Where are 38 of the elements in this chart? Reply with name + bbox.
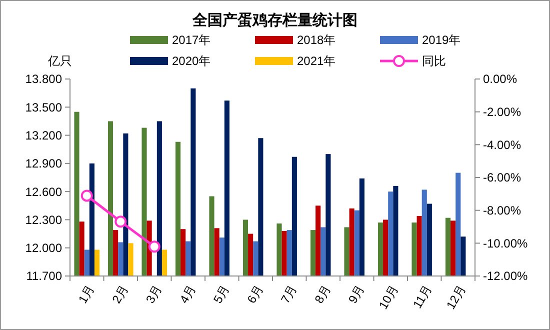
y-tick-label: 12.000 [25, 241, 62, 256]
x-tick-label: 6月 [244, 282, 266, 306]
x-tick-label: 4月 [176, 282, 198, 306]
legend-label: 2021年 [297, 54, 336, 68]
legend-label: 2018年 [297, 33, 336, 48]
y-tick-label: 13.200 [25, 128, 62, 142]
point [148, 240, 160, 253]
x-tick-label: 12月 [444, 282, 468, 312]
x-tick-label: 7月 [278, 282, 300, 306]
y2-tick-label: -6.00% [483, 170, 522, 185]
chart-title: 全国产蛋鸡存栏量统计图 [192, 12, 358, 29]
point [114, 216, 127, 228]
x-tick-label: 5月 [210, 282, 232, 306]
y2-tick-label: -8.00% [483, 204, 522, 218]
x-tick-label: 8月 [312, 282, 334, 306]
y2-tick-label: -4.00% [483, 138, 522, 152]
legend-label: 2017年 [172, 33, 211, 48]
y2-tick-label: 0.00% [483, 72, 518, 86]
y-tick-label: 13.800 [25, 72, 62, 86]
y-tick-label: 12.900 [25, 156, 62, 171]
y-tick-label: 11.700 [26, 269, 62, 284]
x-tick-label: 2月 [109, 282, 131, 306]
y-axis-title: 亿只 [47, 54, 72, 68]
y2-tick-label: -10.00% [483, 236, 528, 250]
x-tick-label: 1月 [76, 282, 98, 306]
x-tick-label: 3月 [143, 282, 165, 306]
legend-label: 同比 [422, 54, 446, 68]
legend-label: 2019年 [422, 33, 461, 48]
y-tick-label: 12.300 [25, 212, 62, 227]
point [80, 190, 93, 202]
x-tick-label: 9月 [346, 282, 368, 306]
x-tick-label: 11月 [410, 282, 435, 311]
y2-tick-label: -2.00% [483, 105, 522, 120]
y2-tick-label: -12.00% [483, 269, 528, 284]
legend-label: 2020年 [172, 54, 211, 68]
x-tick-label: 10月 [376, 282, 401, 312]
y-tick-label: 13.500 [25, 100, 62, 114]
y-tick-label: 12.600 [25, 184, 62, 199]
